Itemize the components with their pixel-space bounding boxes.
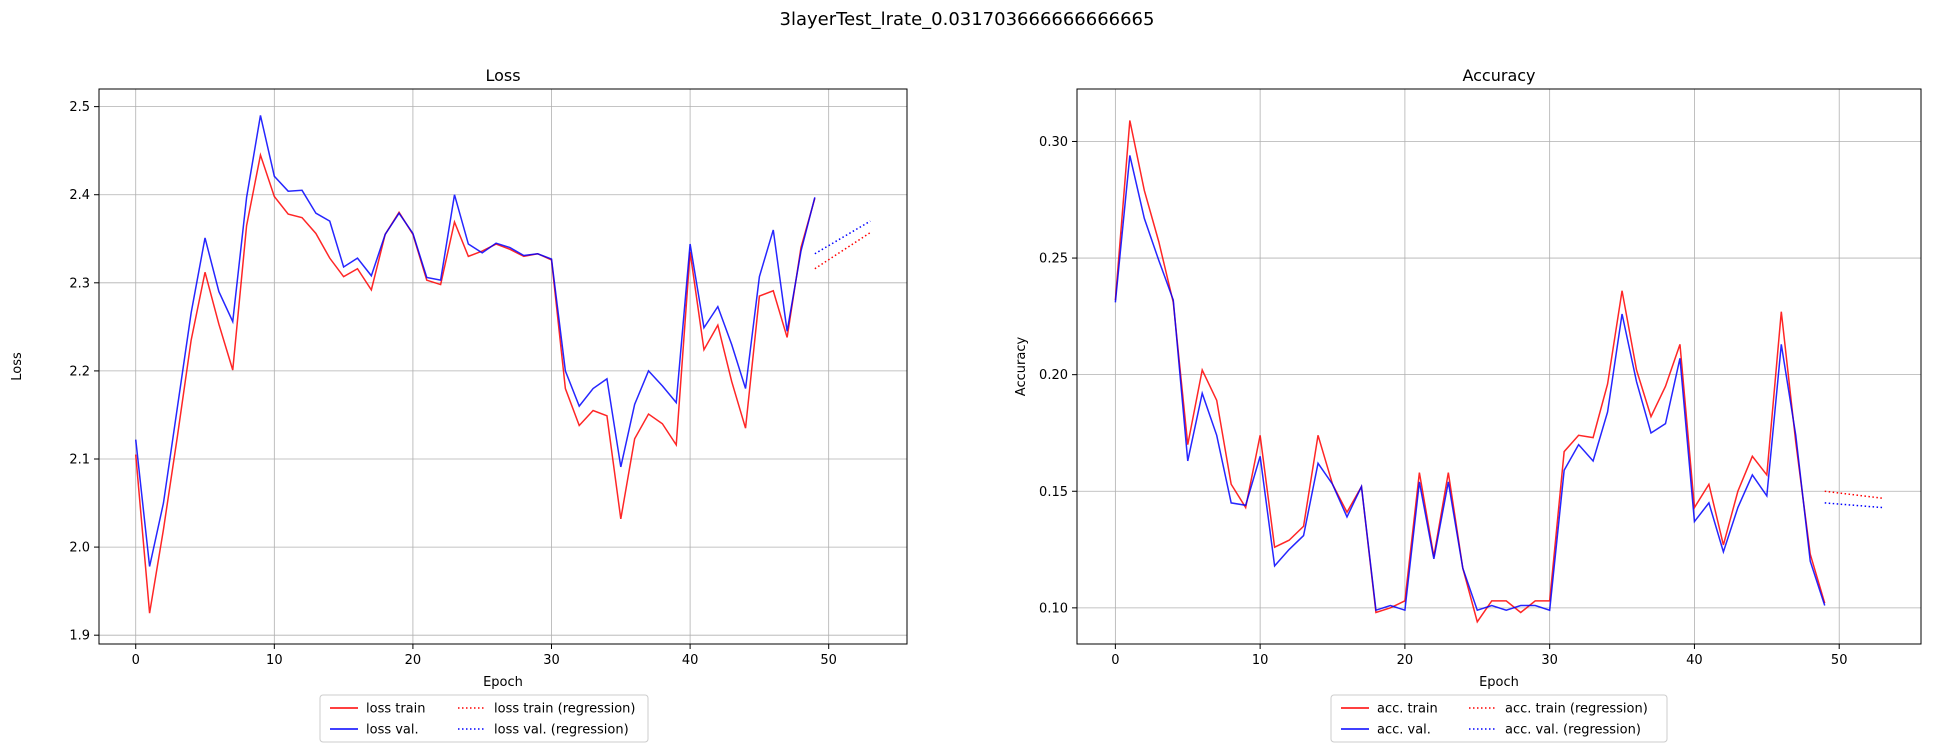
- loss-axes-frame: [98, 88, 908, 645]
- loss-y-tick-label: 2.2: [69, 364, 90, 379]
- loss-y-tick-label: 2.0: [69, 541, 90, 556]
- loss-x-tick-label: 30: [543, 653, 560, 668]
- loss-val-line: [134, 115, 816, 567]
- acc-train-line: [1114, 120, 1826, 624]
- loss-legend-label: loss train: [366, 702, 426, 717]
- loss-y-tick-label: 2.3: [69, 276, 90, 291]
- loss-x-tick-label: 40: [682, 653, 699, 668]
- loss-y-tick-label: 2.1: [69, 453, 90, 468]
- loss-x-tick-label: 0: [132, 653, 140, 668]
- loss-legend: loss train loss val. loss train (regressio…: [319, 694, 649, 743]
- loss-y-tick-label: 2.4: [69, 188, 90, 203]
- acc-legend-label: acc. val.: [1377, 723, 1431, 738]
- acc-legend-box: [1330, 694, 1668, 743]
- figure-title: 3layerTest_lrate_0.031703666666666665: [780, 9, 1155, 30]
- acc-x-axis-label: Epoch: [1479, 675, 1519, 690]
- loss-train-line: [134, 152, 816, 614]
- acc-legend-label: acc. train (regression): [1505, 702, 1648, 717]
- acc-val-line: [1114, 155, 1826, 612]
- acc-x-tick-label: 0: [1111, 653, 1119, 668]
- acc-chart-title: Accuracy: [1462, 66, 1535, 85]
- acc-axes-frame: [1076, 88, 1922, 645]
- loss-x-tick-label: 10: [266, 653, 283, 668]
- loss-y-tick-label: 2.5: [69, 100, 90, 115]
- loss-x-tick-label: 50: [820, 653, 837, 668]
- loss-legend-label: loss val. (regression): [494, 723, 629, 738]
- acc-x-tick-label: 10: [1252, 653, 1269, 668]
- loss-y-axis-label: Loss: [10, 352, 25, 381]
- acc-y-tick-label: 0.30: [1039, 135, 1068, 150]
- loss-chart: 0 10 20 30 40 50 1.9 2.0 2.1 2.2 2.3 2.4 2.5 Loss Epoc…: [10, 66, 908, 743]
- acc-x-tick-label: 20: [1397, 653, 1414, 668]
- loss-val-regression-line: [814, 220, 871, 255]
- loss-x-tick-label: 20: [405, 653, 422, 668]
- loss-y-tick-label: 1.9: [69, 629, 90, 644]
- acc-x-tick-label: 50: [1831, 653, 1848, 668]
- acc-val-regression-line: [1824, 502, 1883, 509]
- acc-x-tick-label: 30: [1541, 653, 1558, 668]
- acc-y-tick-label: 0.10: [1039, 601, 1068, 616]
- acc-legend-label: acc. val. (regression): [1505, 723, 1641, 738]
- loss-legend-label: loss val.: [366, 723, 419, 738]
- acc-train-regression-line: [1824, 490, 1883, 499]
- acc-y-tick-label: 0.25: [1039, 252, 1068, 267]
- loss-x-axis-label: Epoch: [483, 675, 523, 690]
- acc-legend-label: acc. train: [1377, 702, 1438, 717]
- acc-x-tick-label: 40: [1686, 653, 1703, 668]
- loss-train-regression-line: [814, 231, 871, 270]
- accuracy-chart: 0 10 20 30 40 50 0.10 0.15 0.20 0.25 0.30 Accuracy E…: [1014, 66, 1922, 743]
- loss-legend-label: loss train (regression): [494, 702, 636, 717]
- acc-y-tick-label: 0.15: [1039, 485, 1068, 500]
- loss-legend-box: [319, 694, 649, 743]
- loss-chart-title: Loss: [485, 66, 520, 85]
- acc-legend: acc. train acc. val. acc. train (regressio…: [1330, 694, 1668, 743]
- acc-y-tick-label: 0.20: [1039, 368, 1068, 383]
- acc-y-axis-label: Accuracy: [1014, 337, 1029, 397]
